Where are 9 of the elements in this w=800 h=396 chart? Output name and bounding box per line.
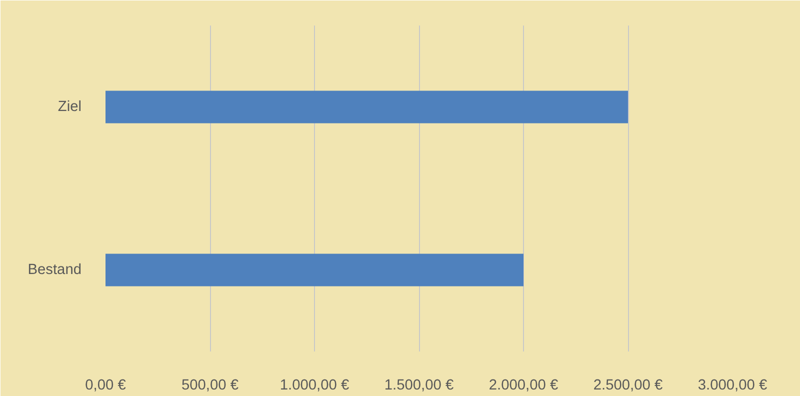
x-tick-label: 0,00 €: [85, 378, 126, 394]
y-tick-label: Bestand: [28, 262, 82, 278]
x-tick-label: 3.000,00 €: [698, 378, 768, 394]
x-tick-label: 1.500,00 €: [384, 378, 454, 394]
x-tick-label: 2.000,00 €: [488, 378, 558, 394]
y-tick-label: Ziel: [58, 99, 82, 115]
x-tick-label: 2.500,00 €: [593, 378, 663, 394]
x-tick-label: 1.000,00 €: [280, 378, 350, 394]
x-tick-label: 500,00 €: [181, 378, 239, 394]
